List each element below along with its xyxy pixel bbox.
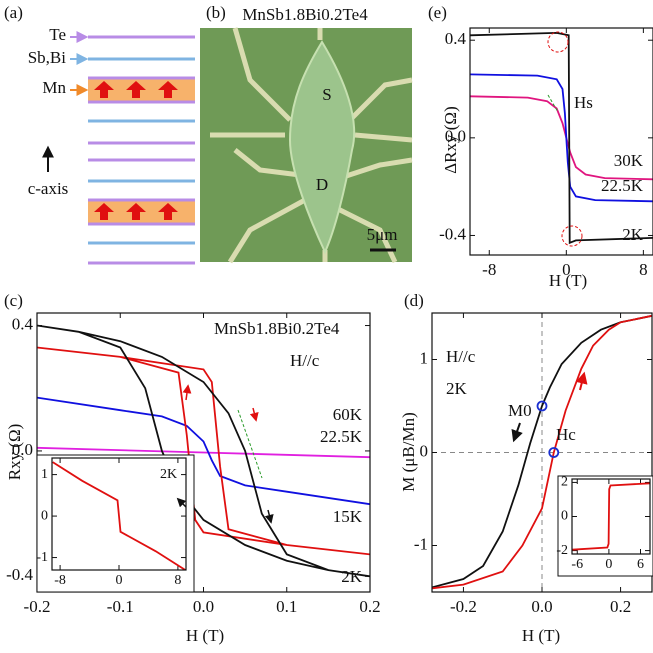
series-label: 60K — [333, 405, 363, 424]
highlight — [562, 226, 582, 246]
x-axis-label: H (T) — [549, 271, 587, 290]
chart: -6 0 6 2 0 -2 — [556, 475, 653, 576]
chart: -8080.40.0-0.430K22.5K2KHsH (T)ΔRxy (Ω) — [439, 28, 653, 290]
atomic-layers — [88, 37, 195, 263]
series-label: 2K — [341, 567, 363, 586]
contact-label: S — [322, 85, 331, 104]
annotation: 2K — [446, 379, 468, 398]
y-axis-label: ΔRxy (Ω) — [441, 106, 460, 173]
layer-label: Sb,Bi — [28, 48, 67, 67]
panel-label: (e) — [428, 3, 447, 22]
x-tick-label: 0 — [605, 557, 612, 572]
micrograph: MnSb1.8Bi0.2Te4 S D 5μm — [200, 5, 412, 262]
x-tick-label: -6 — [571, 557, 583, 572]
y-tick-label: 2 — [561, 475, 568, 490]
y-tick-label: 1 — [420, 348, 429, 367]
x-tick-label: 0.2 — [610, 597, 631, 616]
panel-label: (a) — [4, 3, 23, 22]
x-tick-label: -0.2 — [450, 597, 477, 616]
sweep-arrow — [253, 408, 256, 420]
series-label: 22.5K — [601, 176, 644, 195]
y-tick-label: -0.4 — [6, 565, 33, 584]
annotation: H//c — [290, 351, 320, 370]
x-tick-label: -0.2 — [24, 597, 51, 616]
x-tick-label: 0.0 — [531, 597, 552, 616]
x-axis-label: H (T) — [522, 626, 560, 645]
sample-title: MnSb1.8Bi0.2Te4 — [242, 5, 368, 24]
scale-bar-label: 5μm — [367, 225, 398, 244]
annotation: H//c — [446, 347, 476, 366]
layer-label: Te — [49, 25, 66, 44]
x-tick-label: 0 — [116, 573, 123, 588]
panel-label: (c) — [4, 291, 23, 310]
x-tick-label: -8 — [54, 573, 66, 588]
schematic: Te Sb,Bi Mn c-axis — [28, 25, 195, 263]
x-tick-label: 0.2 — [359, 597, 380, 616]
x-tick-label: 8 — [174, 573, 181, 588]
series-label: 2K — [622, 225, 644, 244]
y-axis-label: Rxy (Ω) — [5, 424, 24, 481]
sweep-arrow — [580, 374, 584, 390]
x-tick-label: -8 — [482, 260, 496, 279]
y-tick-label: 0 — [420, 441, 429, 460]
panel-label: (b) — [206, 3, 226, 22]
x-tick-label: 0.1 — [276, 597, 297, 616]
y-tick-label: -1 — [36, 550, 48, 565]
y-tick-label: -0.4 — [439, 224, 466, 243]
x-axis-label: H (T) — [186, 626, 224, 645]
panel-label: (d) — [404, 291, 424, 310]
annotation: Hs — [574, 93, 593, 112]
sweep-arrow — [186, 386, 188, 400]
y-axis-label: M (μB/Mn) — [399, 412, 418, 491]
y-tick-label: 0 — [561, 509, 568, 524]
contact-label: D — [316, 175, 328, 194]
series-label: 30K — [614, 151, 644, 170]
layer-label: Mn — [42, 78, 66, 97]
y-tick-label: 0 — [41, 508, 48, 523]
annotation: M0 — [508, 401, 532, 420]
x-tick-label: 8 — [639, 260, 648, 279]
data-line — [470, 33, 653, 243]
sweep-arrow — [514, 423, 520, 440]
sweep-arrow — [268, 510, 271, 522]
y-tick-label: -2 — [556, 543, 568, 558]
chart: -8 0 8 1 0 -1 2K — [36, 455, 194, 592]
y-tick-label: -1 — [414, 534, 428, 553]
x-tick-label: -0.1 — [107, 597, 134, 616]
annotation: 2K — [160, 467, 177, 482]
y-tick-label: 1 — [41, 467, 48, 482]
x-tick-label: 6 — [637, 557, 644, 572]
x-tick-label: 0.0 — [193, 597, 214, 616]
plot-frame — [470, 28, 653, 255]
annotation: MnSb1.8Bi0.2Te4 — [214, 319, 340, 338]
figure: Te Sb,Bi Mn c-axis MnSb1.8Bi0.2Te4 S D 5… — [0, 0, 653, 653]
y-tick-label: 0.4 — [445, 29, 467, 48]
series-label: 15K — [333, 507, 363, 526]
axis-label: c-axis — [28, 179, 69, 198]
annotation: Hc — [556, 425, 576, 444]
y-tick-label: 0.4 — [12, 314, 34, 333]
series-label: 22.5K — [320, 427, 363, 446]
